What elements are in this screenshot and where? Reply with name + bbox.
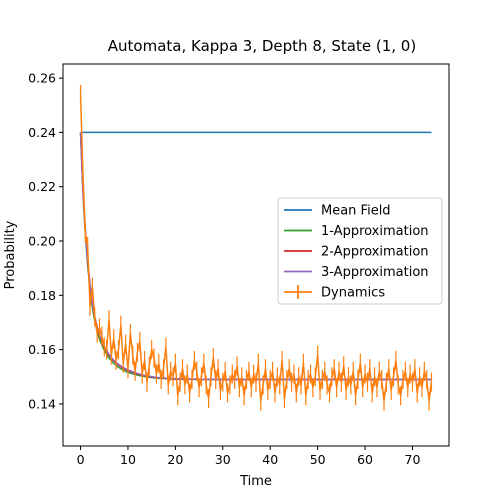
legend-item: 2-Approximation — [284, 245, 429, 260]
legend-item: Mean Field — [284, 204, 391, 219]
x-tick-label: 10 — [120, 452, 136, 467]
legend-label: 2-Approximation — [321, 245, 429, 260]
legend-box — [277, 197, 443, 305]
legend: Mean Field 1-Approximation 2-Approximation… — [277, 197, 443, 305]
legend-label: 1-Approximation — [321, 224, 429, 239]
legend-item: Dynamics — [284, 285, 385, 301]
x-tick-label: 50 — [310, 452, 326, 467]
legend-item: 3-Approximation — [284, 265, 429, 280]
y-tick-label: 0.16 — [28, 342, 56, 357]
x-tick-label: 30 — [215, 452, 231, 467]
x-tick-label: 20 — [167, 452, 183, 467]
x-axis-label: Time — [239, 474, 272, 489]
x-tick-label: 0 — [77, 452, 85, 467]
legend-label: 3-Approximation — [321, 265, 429, 280]
series-line — [79, 94, 433, 402]
y-tick-label: 0.22 — [28, 179, 56, 194]
y-tick-label: 0.26 — [28, 71, 56, 86]
legend-item: 1-Approximation — [284, 224, 429, 239]
y-axis-label: Probability — [3, 220, 18, 289]
legend-label: Mean Field — [321, 204, 391, 219]
y-tick-label: 0.18 — [28, 288, 56, 303]
plot-area: 0 10 20 30 40 50 60 70 0.14 0.16 0.18 0.20 0.22 0.24 0… — [28, 63, 450, 467]
axes-frame — [62, 63, 450, 447]
x-tick-label: 40 — [262, 452, 278, 467]
x-tick-label: 70 — [405, 452, 421, 467]
x-tick-label: 60 — [357, 452, 373, 467]
series-4 — [79, 84, 433, 411]
legend-label: Dynamics — [321, 286, 385, 301]
y-tick-label: 0.14 — [28, 396, 56, 411]
chart-title: Automata, Kappa 3, Depth 8, State (1, 0) — [108, 37, 416, 55]
y-tick-label: 0.24 — [28, 125, 56, 140]
y-tick-label: 0.20 — [28, 234, 56, 249]
